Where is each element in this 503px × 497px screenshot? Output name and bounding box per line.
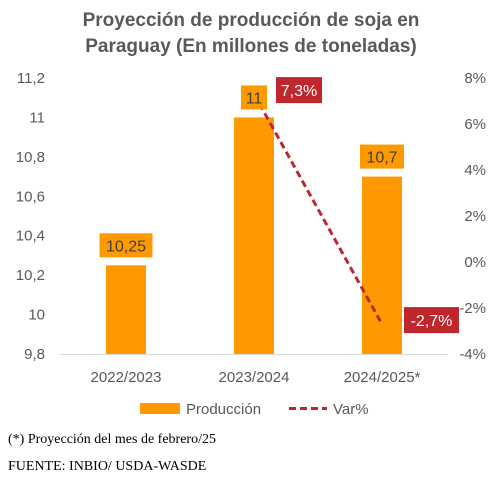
right-tick-label: 6% [464, 116, 486, 133]
variation-data-labels: 7,3% -2,7% [276, 77, 459, 334]
right-tick-label: 0% [464, 254, 486, 271]
left-tick-label: 10,4 [16, 228, 45, 245]
legend-production-label: Producción [186, 401, 261, 418]
var-label-box [404, 307, 459, 334]
left-tick-label: 10,8 [16, 149, 45, 166]
left-tick-label: 10,6 [16, 188, 45, 205]
category-label: 2024/2025* [344, 369, 421, 386]
right-tick-label: -2% [459, 300, 486, 317]
bar-label-box [99, 233, 153, 258]
bar-production [234, 117, 274, 354]
chart: Proyección de producción de soja en Para… [16, 10, 486, 418]
category-label: 2023/2024 [219, 369, 290, 386]
bar-production [362, 176, 402, 354]
left-axis: 9,8 10 10,2 10,4 10,6 10,8 11 11,2 [16, 70, 45, 363]
left-tick-label: 11,2 [17, 70, 45, 87]
legend-var-label: Var% [333, 401, 369, 418]
right-tick-label: 8% [464, 70, 486, 87]
category-axis: 2022/2023 2023/2024 2024/2025* [60, 354, 448, 386]
bar-label-box [360, 144, 404, 169]
var-data-label: -2,7% [411, 313, 453, 330]
left-tick-label: 10,2 [16, 267, 45, 284]
left-tick-label: 9,8 [24, 346, 45, 363]
left-tick-label: 11 [29, 109, 45, 126]
production-bars [106, 117, 402, 354]
chart-title-line-1: Proyección de producción de soja en [83, 10, 420, 31]
right-tick-label: -4% [459, 346, 486, 363]
bar-data-label: 10,25 [106, 238, 146, 255]
right-tick-label: 2% [464, 208, 486, 225]
bar-data-labels: 10,25 11 10,7 [99, 85, 404, 258]
right-axis: -4% -2% 0% 2% 4% 6% 8% [459, 70, 486, 363]
bar-data-label: 11 [246, 90, 263, 107]
legend: Producción Var% [140, 401, 369, 418]
var-label-box [276, 77, 322, 104]
bar-production [106, 265, 146, 354]
chart-title-line-2: Paraguay (En millones de toneladas) [85, 36, 417, 57]
bar-data-label: 10,7 [366, 150, 397, 167]
var-data-label: 7,3% [281, 83, 317, 100]
right-tick-label: 4% [464, 162, 486, 179]
projection-footnote: (*) Proyección del mes de febrero/25 [8, 432, 216, 447]
left-tick-label: 10 [28, 307, 45, 324]
source-footnote: FUENTE: INBIO/ USDA-WASDE [8, 459, 207, 474]
category-label: 2022/2023 [91, 369, 162, 386]
bar-label-box [241, 85, 267, 110]
legend-production-swatch [140, 403, 180, 414]
